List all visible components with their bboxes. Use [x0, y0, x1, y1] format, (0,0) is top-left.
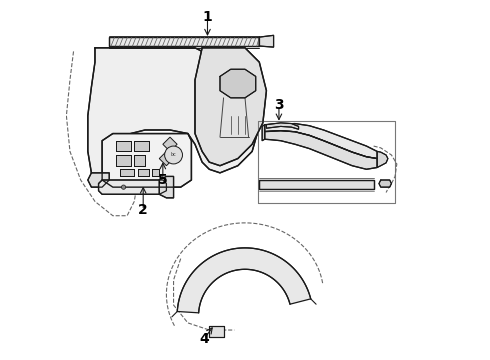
Polygon shape: [102, 134, 192, 187]
Polygon shape: [379, 180, 392, 187]
Polygon shape: [88, 48, 259, 180]
Polygon shape: [134, 155, 145, 166]
Circle shape: [122, 185, 126, 189]
Circle shape: [165, 146, 182, 164]
Polygon shape: [220, 69, 256, 98]
Polygon shape: [377, 152, 388, 167]
Polygon shape: [262, 125, 265, 141]
Polygon shape: [98, 180, 167, 194]
Polygon shape: [159, 176, 173, 198]
Polygon shape: [134, 141, 148, 152]
Polygon shape: [138, 169, 148, 176]
Polygon shape: [265, 123, 377, 158]
Polygon shape: [120, 169, 134, 176]
Polygon shape: [109, 37, 259, 46]
Text: 2: 2: [138, 203, 148, 217]
Polygon shape: [117, 141, 131, 152]
Polygon shape: [267, 123, 298, 129]
Polygon shape: [177, 248, 311, 313]
Text: 3: 3: [274, 98, 284, 112]
Polygon shape: [88, 173, 109, 187]
Polygon shape: [152, 169, 159, 176]
Polygon shape: [259, 35, 273, 47]
Polygon shape: [163, 137, 177, 152]
Polygon shape: [159, 152, 173, 166]
Polygon shape: [195, 48, 267, 166]
Text: 4: 4: [199, 332, 209, 346]
Polygon shape: [265, 131, 377, 169]
Polygon shape: [209, 327, 223, 337]
Text: 1: 1: [203, 10, 212, 24]
Polygon shape: [259, 180, 373, 189]
Text: bc: bc: [171, 153, 176, 157]
Text: 5: 5: [158, 173, 168, 187]
Polygon shape: [117, 155, 131, 166]
